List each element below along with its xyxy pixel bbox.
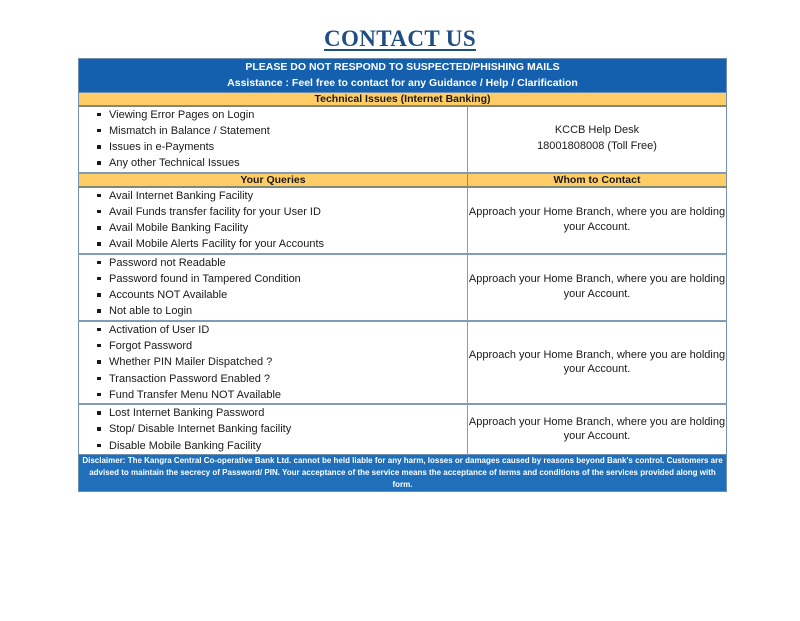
technical-issues-list: Viewing Error Pages on Login Mismatch in… xyxy=(79,107,467,172)
list-item: Avail Internet Banking Facility xyxy=(97,188,467,204)
list-item: Avail Funds transfer facility for your U… xyxy=(97,204,467,220)
query-list: Password not Readable Password found in … xyxy=(79,255,467,320)
notice-line-2: Assistance : Feel free to contact for an… xyxy=(227,77,578,90)
list-item: Issues in e-Payments xyxy=(97,139,467,155)
notice-row: PLEASE DO NOT RESPOND TO SUSPECTED/PHISH… xyxy=(78,58,727,93)
help-desk-name: KCCB Help Desk xyxy=(554,124,640,137)
list-item: Fund Transfer Menu NOT Available xyxy=(97,387,467,403)
help-desk-phone: 18001808008 (Toll Free) xyxy=(537,140,657,153)
contact-cell: Approach your Home Branch, where you are… xyxy=(467,186,727,255)
query-list-cell: Activation of User ID Forgot Password Wh… xyxy=(78,320,468,406)
table-row: Activation of User ID Forgot Password Wh… xyxy=(78,320,727,406)
contact-cell: Approach your Home Branch, where you are… xyxy=(467,404,727,455)
list-item: Avail Mobile Alerts Facility for your Ac… xyxy=(97,236,467,252)
notice-line-1: PLEASE DO NOT RESPOND TO SUSPECTED/PHISH… xyxy=(245,61,560,73)
query-list-cell: Lost Internet Banking Password Stop/ Dis… xyxy=(78,404,468,455)
page-title: CONTACT US xyxy=(323,26,477,51)
query-list-cell: Avail Internet Banking Facility Avail Fu… xyxy=(78,186,468,255)
list-item: Password not Readable xyxy=(97,255,467,271)
phishing-notice-banner: PLEASE DO NOT RESPOND TO SUSPECTED/PHISH… xyxy=(78,58,727,93)
technical-issues-list-cell: Viewing Error Pages on Login Mismatch in… xyxy=(78,105,468,174)
list-item: Password found in Tampered Condition xyxy=(97,271,467,287)
list-item: Viewing Error Pages on Login xyxy=(97,107,467,123)
table-row: Password not Readable Password found in … xyxy=(78,253,727,322)
list-item: Forgot Password xyxy=(97,338,467,354)
list-item: Lost Internet Banking Password xyxy=(97,405,467,421)
technical-issues-header: Technical Issues (Internet Banking) xyxy=(78,91,727,107)
list-item: Avail Mobile Banking Facility xyxy=(97,220,467,236)
your-queries-header: Your Queries xyxy=(78,172,468,188)
table-row: Lost Internet Banking Password Stop/ Dis… xyxy=(78,404,727,455)
query-list: Lost Internet Banking Password Stop/ Dis… xyxy=(79,405,467,454)
list-item: Not able to Login xyxy=(97,303,467,319)
list-item: Any other Technical Issues xyxy=(97,155,467,171)
list-item: Whether PIN Mailer Dispatched ? xyxy=(97,354,467,370)
technical-header-row: Technical Issues (Internet Banking) xyxy=(78,91,727,107)
whom-to-contact-header: Whom to Contact xyxy=(467,172,727,188)
list-item: Mismatch in Balance / Statement xyxy=(97,123,467,139)
query-list: Activation of User ID Forgot Password Wh… xyxy=(79,322,467,403)
contact-cell: Approach your Home Branch, where you are… xyxy=(467,253,727,322)
queries-header-row: Your Queries Whom to Contact xyxy=(78,172,727,188)
query-list: Avail Internet Banking Facility Avail Fu… xyxy=(79,188,467,253)
list-item: Accounts NOT Available xyxy=(97,287,467,303)
list-item: Activation of User ID xyxy=(97,322,467,338)
list-item: Transaction Password Enabled ? xyxy=(97,371,467,387)
list-item: Disable Mobile Banking Facility xyxy=(97,438,467,454)
contact-table: PLEASE DO NOT RESPOND TO SUSPECTED/PHISH… xyxy=(78,58,727,492)
table-row: Avail Internet Banking Facility Avail Fu… xyxy=(78,186,727,255)
contact-cell: Approach your Home Branch, where you are… xyxy=(467,320,727,406)
disclaimer-row: Disclaimer: The Kangra Central Co-operat… xyxy=(78,453,727,492)
disclaimer-text: Disclaimer: The Kangra Central Co-operat… xyxy=(78,453,727,492)
list-item: Stop/ Disable Internet Banking facility xyxy=(97,421,467,437)
help-desk-cell: KCCB Help Desk 18001808008 (Toll Free) xyxy=(467,105,727,174)
technical-issues-row: Viewing Error Pages on Login Mismatch in… xyxy=(78,105,727,174)
query-list-cell: Password not Readable Password found in … xyxy=(78,253,468,322)
